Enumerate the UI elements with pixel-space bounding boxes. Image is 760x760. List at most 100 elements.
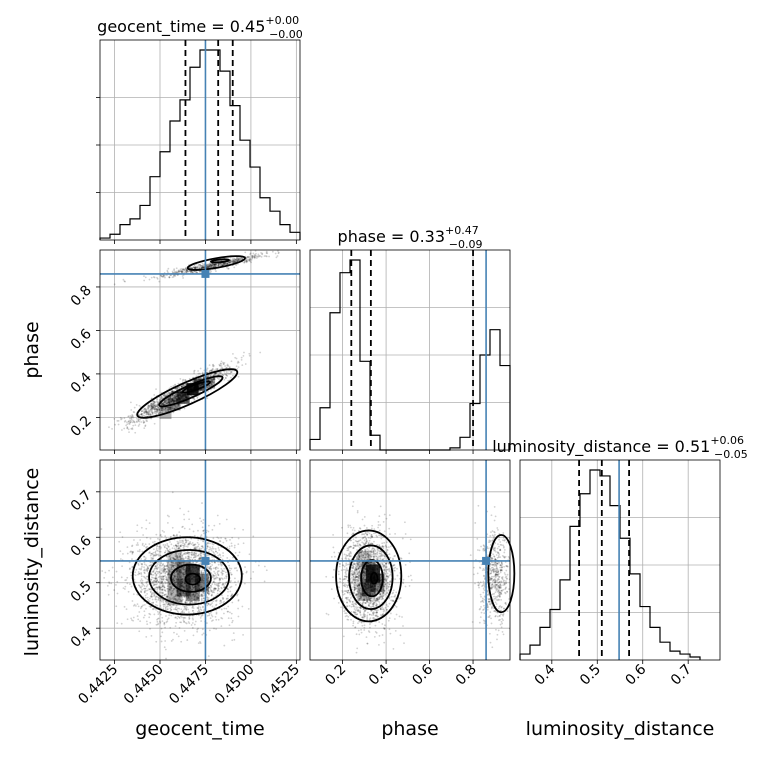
sample-point: [167, 602, 170, 605]
sample-point: [125, 608, 128, 611]
sample-point: [182, 573, 185, 576]
sample-point: [173, 575, 176, 578]
sample-point: [191, 586, 194, 588]
sample-point: [193, 598, 196, 600]
sample-point: [200, 545, 203, 548]
sample-point: [161, 585, 164, 587]
sample-point: [174, 577, 177, 580]
sample-point: [185, 269, 188, 272]
sample-point: [177, 403, 180, 406]
sample-point: [173, 572, 176, 575]
sample-point: [146, 570, 149, 573]
sample-point: [156, 397, 158, 400]
sample-point: [173, 397, 176, 400]
sample-point: [211, 264, 214, 267]
sample-point: [149, 410, 151, 413]
sample-point: [209, 373, 212, 376]
sample-point: [142, 414, 144, 417]
sample-point: [175, 387, 177, 390]
sample-point: [248, 352, 251, 355]
sample-point: [140, 410, 143, 413]
sample-point: [183, 611, 186, 614]
sample-point: [182, 277, 184, 279]
sample-point: [208, 567, 211, 570]
sample-point: [131, 415, 134, 418]
sample-point: [235, 258, 238, 261]
sample-point: [128, 561, 131, 564]
sample-point: [218, 373, 221, 375]
sample-point: [173, 396, 175, 398]
sample-point: [163, 593, 166, 596]
sample-point: [219, 590, 221, 593]
sample-point: [159, 545, 161, 548]
sample-point: [169, 598, 172, 600]
sample-point: [183, 621, 185, 623]
sample-point: [120, 622, 123, 625]
sample-point: [172, 565, 175, 567]
sample-point: [156, 405, 159, 408]
sample-point: [175, 406, 178, 409]
sample-point: [174, 544, 177, 547]
sample-point: [176, 633, 178, 636]
sample-point: [174, 561, 177, 564]
sample-point: [203, 592, 205, 595]
histogram-luminosity_distance: [519, 469, 701, 660]
sample-point: [152, 570, 155, 573]
sample-point: [176, 535, 179, 538]
sample-point: [172, 396, 175, 399]
sample-point: [175, 608, 177, 611]
sample-point: [194, 547, 197, 550]
sample-point: [141, 413, 144, 415]
sample-point: [180, 385, 183, 388]
sample-point: [136, 524, 139, 527]
sample-point: [233, 266, 236, 269]
sample-point: [208, 378, 211, 381]
sample-point: [212, 581, 215, 583]
sample-point: [175, 396, 178, 399]
sample-point: [198, 390, 201, 393]
sample-point: [196, 397, 199, 399]
sample-point: [187, 621, 190, 623]
sample-point: [181, 269, 184, 272]
sample-point: [149, 404, 152, 406]
sample-point: [173, 399, 175, 402]
sample-point: [182, 567, 185, 569]
sample-point: [236, 258, 239, 261]
sample-point: [139, 539, 142, 541]
sample-point: [143, 591, 146, 593]
sample-point: [169, 585, 172, 588]
sample-point: [163, 586, 166, 589]
sample-point: [197, 642, 200, 645]
sample-point: [217, 264, 220, 267]
sample-point: [209, 269, 212, 272]
sample-point: [172, 385, 175, 387]
sample-point: [173, 393, 176, 396]
sample-point: [163, 594, 166, 597]
sample-point: [191, 600, 193, 602]
sample-point: [191, 627, 194, 629]
sample-point: [219, 561, 222, 564]
sample-point: [148, 612, 151, 615]
sample-point: [161, 589, 164, 592]
sample-point: [164, 606, 167, 609]
sample-point: [172, 400, 175, 403]
sample-point: [201, 545, 204, 548]
sample-point: [149, 621, 152, 624]
sample-point: [212, 574, 215, 577]
sample-point: [211, 379, 214, 382]
sample-point: [136, 615, 139, 617]
sample-point: [192, 607, 195, 610]
sample-point: [239, 258, 242, 260]
sample-point: [136, 421, 138, 424]
sample-point: [178, 570, 181, 573]
sample-point: [146, 596, 149, 599]
sample-point: [228, 569, 231, 572]
sample-point: [133, 411, 136, 414]
sample-point: [157, 581, 160, 583]
sample-point: [280, 246, 282, 248]
sample-point: [166, 596, 169, 598]
sample-point: [154, 565, 157, 567]
sample-point: [120, 418, 122, 421]
sample-point: [143, 561, 146, 564]
sample-point: [201, 545, 204, 548]
